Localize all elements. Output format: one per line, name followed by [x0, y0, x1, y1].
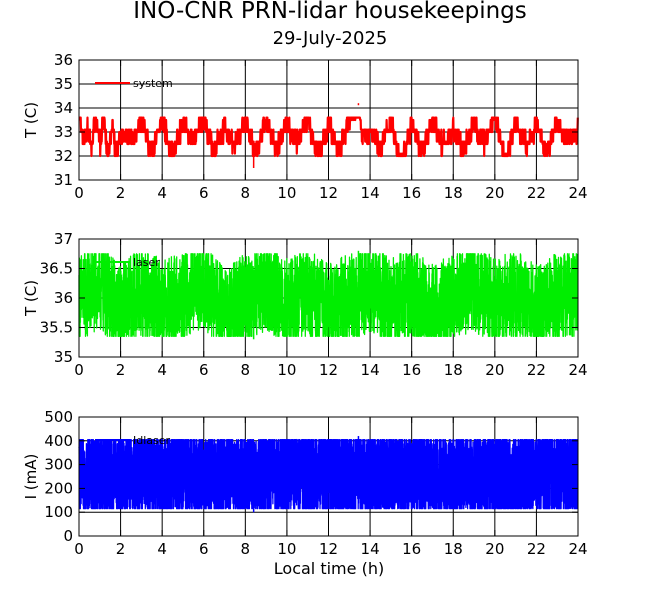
x-tick-label: 24: [568, 184, 587, 202]
x-tick-label: 10: [277, 540, 296, 558]
x-tick-label: 18: [444, 540, 463, 558]
x-tick-label: 10: [277, 361, 296, 379]
y-tick-label: 500: [44, 408, 73, 426]
x-tick-label: 24: [568, 540, 587, 558]
x-tick-label: 22: [527, 361, 546, 379]
y-tick-label: 200: [44, 479, 73, 497]
x-tick-label: 20: [485, 540, 504, 558]
y-axis-label: I (mA): [22, 454, 40, 500]
series-line-laser: [78, 253, 579, 337]
x-tick-label: 16: [402, 540, 421, 558]
chart-subtitle: 29-July-2025: [272, 28, 388, 49]
x-tick-label: 6: [199, 540, 209, 558]
y-tick-label: 100: [44, 503, 73, 521]
x-tick-label: 4: [157, 184, 167, 202]
x-tick-label: 2: [116, 540, 126, 558]
x-tick-label: 4: [157, 540, 167, 558]
x-tick-label: 6: [199, 361, 209, 379]
series-line-idlaser: [78, 438, 579, 510]
x-tick-label: 16: [402, 184, 421, 202]
y-tick-label: 37: [54, 230, 73, 248]
y-tick-label: 31: [54, 171, 73, 189]
x-tick-label: 22: [527, 540, 546, 558]
x-tick-label: 2: [116, 184, 126, 202]
x-tick-label: 20: [485, 361, 504, 379]
x-tick-label: 18: [444, 184, 463, 202]
y-axis-label: T (C): [22, 280, 40, 317]
x-tick-label: 20: [485, 184, 504, 202]
y-tick-label: 33: [54, 123, 73, 141]
y-tick-label: 36: [54, 51, 73, 69]
x-tick-label: 24: [568, 361, 587, 379]
series-line-system: [78, 116, 579, 158]
x-tick-label: 2: [116, 361, 126, 379]
x-tick-label: 12: [319, 361, 338, 379]
y-tick-label: 32: [54, 147, 73, 165]
x-tick-label: 4: [157, 361, 167, 379]
y-tick-label: 36.5: [40, 260, 73, 278]
x-tick-label: 14: [361, 540, 380, 558]
y-tick-label: 35: [54, 348, 73, 366]
y-tick-label: 36: [54, 289, 73, 307]
x-tick-label: 6: [199, 184, 209, 202]
chart-title: INO-CNR PRN-lidar housekeepings: [133, 0, 527, 24]
x-tick-label: 0: [74, 361, 84, 379]
x-tick-label: 16: [402, 361, 421, 379]
x-tick-label: 18: [444, 361, 463, 379]
x-tick-label: 8: [241, 540, 251, 558]
x-tick-label: 12: [319, 184, 338, 202]
y-tick-label: 34: [54, 99, 73, 117]
y-tick-label: 400: [44, 432, 73, 450]
legend-label: Idlaser: [133, 434, 171, 447]
y-tick-label: 0: [63, 527, 73, 545]
y-tick-label: 35: [54, 75, 73, 93]
x-tick-label: 8: [241, 184, 251, 202]
legend-label: laser: [133, 256, 160, 269]
x-axis-label: Local time (h): [274, 559, 384, 578]
legend-label: system: [133, 77, 173, 90]
x-tick-label: 22: [527, 184, 546, 202]
x-tick-label: 0: [74, 540, 84, 558]
x-tick-label: 12: [319, 540, 338, 558]
x-tick-label: 0: [74, 184, 84, 202]
x-tick-label: 14: [361, 361, 380, 379]
y-tick-label: 300: [44, 456, 73, 474]
x-tick-label: 10: [277, 184, 296, 202]
y-tick-label: 35.5: [40, 319, 73, 337]
y-axis-label: T (C): [22, 102, 40, 139]
x-tick-label: 8: [241, 361, 251, 379]
x-tick-label: 14: [361, 184, 380, 202]
